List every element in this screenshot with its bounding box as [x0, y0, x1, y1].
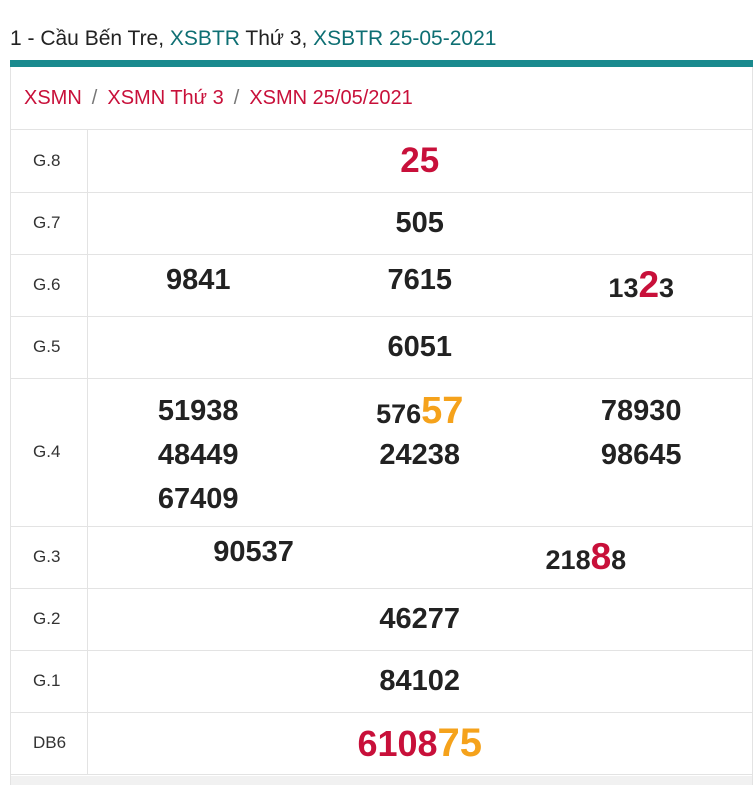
table-row: G.2 46277 — [11, 588, 752, 651]
table-row: G.5 6051 — [11, 316, 752, 379]
prize-number: 98645 — [600, 439, 682, 471]
prize-label: G.1 — [11, 650, 88, 713]
prize-values: 25 — [87, 130, 752, 193]
number-part: 6108 — [357, 722, 438, 764]
prize-values: 9841 7615 1323 — [87, 254, 753, 317]
prize-label: G.7 — [11, 192, 88, 255]
prize-values: 610875 — [87, 712, 752, 775]
prize-number-highlighted: 21888 — [420, 536, 752, 578]
prize-values: 505 — [87, 192, 752, 255]
prize-number: 90537 — [213, 536, 294, 568]
prize-number: 9841 — [165, 264, 231, 296]
accent-bar — [10, 60, 753, 67]
prize-values: 84102 — [87, 650, 752, 713]
prize-label: G.5 — [11, 316, 88, 379]
prize-column: 51938 48449 67409 — [88, 389, 310, 521]
prize-label: G.4 — [11, 378, 88, 527]
table-row: G.6 9841 7615 1323 — [11, 254, 753, 317]
prize-label: G.6 — [11, 254, 88, 317]
number-highlight: 8 — [590, 536, 612, 577]
number-highlight: 57 — [421, 390, 464, 432]
prize-number: 67409 — [157, 483, 239, 515]
breadcrumb: XSMN / XSMN Thứ 3 / XSMN 25/05/2021 — [11, 67, 752, 130]
number-highlight: 75 — [437, 720, 483, 765]
prize-number: 84102 — [379, 664, 461, 697]
table-row: G.7 505 — [11, 192, 752, 255]
prize-number: 7615 — [387, 264, 452, 296]
number-part: 3 — [659, 273, 675, 303]
heading-middle: Thứ 3, — [245, 27, 308, 50]
heading-prefix: 1 - Cầu Bến Tre, — [10, 27, 165, 50]
results-panel: XSMN / XSMN Thứ 3 / XSMN 25/05/2021 G.8 … — [10, 67, 753, 785]
number-part: 576 — [376, 399, 422, 429]
prize-label: DB6 — [11, 712, 88, 775]
prize-values: 51938 48449 67409 57657 24238 78930 9864… — [87, 378, 753, 527]
prize-column: 78930 98645 — [531, 389, 753, 477]
prize-values: 90537 21888 — [87, 526, 752, 589]
prize-number: 6051 — [387, 330, 452, 363]
table-row: G.4 51938 48449 67409 57657 24238 78930 … — [11, 378, 753, 527]
prize-number: 25 — [400, 140, 440, 180]
prize-values: 6051 — [87, 316, 752, 379]
prize-column: 57657 24238 — [309, 389, 531, 477]
prize-label: G.2 — [11, 588, 88, 651]
prize-number: 51938 — [157, 395, 239, 427]
prize-number: 48449 — [157, 439, 239, 471]
prize-label: G.3 — [11, 526, 88, 589]
heading-link-xsbtr[interactable]: XSBTR — [169, 27, 240, 50]
breadcrumb-xsmn-thu3[interactable]: XSMN Thứ 3 — [107, 86, 224, 109]
table-row: G.3 90537 21888 — [11, 526, 752, 589]
number-part: 13 — [608, 273, 639, 303]
page-heading: 1 - Cầu Bến Tre, XSBTR Thứ 3, XSBTR 25-0… — [10, 24, 496, 54]
results-table: G.8 25 G.7 505 G.6 9841 7615 1323 — [11, 130, 752, 775]
prize-number-highlighted: 57657 — [309, 389, 531, 433]
breadcrumb-xsmn-date[interactable]: XSMN 25/05/2021 — [249, 86, 413, 109]
breadcrumb-separator: / — [233, 86, 240, 109]
number-part: 8 — [611, 545, 627, 575]
prize-number: 46277 — [379, 602, 461, 635]
table-row: G.1 84102 — [11, 650, 752, 713]
heading-link-xsbtr-date[interactable]: XSBTR 25-05-2021 — [313, 27, 497, 50]
prize-number: 505 — [395, 206, 444, 239]
table-row: DB6 610875 — [11, 712, 752, 775]
table-row: G.8 25 — [11, 130, 752, 193]
breadcrumb-separator: / — [91, 86, 98, 109]
prize-number: 78930 — [600, 395, 682, 427]
number-part: 218 — [545, 545, 591, 575]
prize-number: 24238 — [379, 439, 461, 471]
prize-number-highlighted: 1323 — [531, 264, 753, 306]
prize-values: 46277 — [87, 588, 752, 651]
breadcrumb-xsmn[interactable]: XSMN — [24, 86, 82, 109]
prize-label: G.8 — [11, 130, 88, 193]
special-prize-number: 610875 — [357, 721, 482, 765]
table-footer — [11, 776, 752, 785]
number-highlight: 2 — [638, 264, 660, 305]
